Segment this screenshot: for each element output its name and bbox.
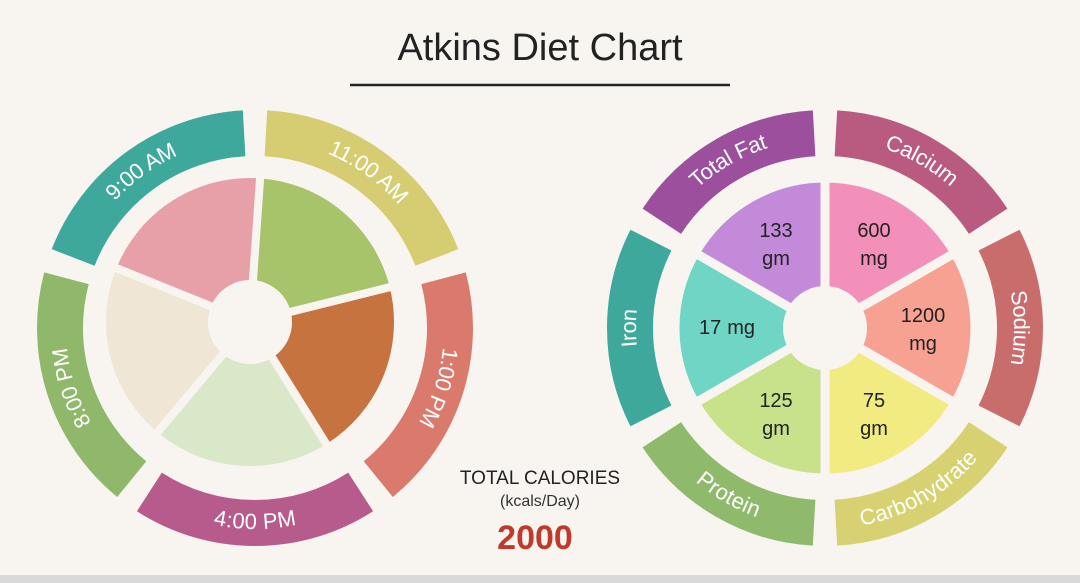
nutrient-amount: 600 mg [857,220,890,270]
meal-time-segment [136,472,374,546]
amount-unit: mg [909,333,937,355]
amount-number: 133 [759,220,792,242]
nutrient-name-segment [642,110,816,235]
meal-time-segment [264,110,459,267]
amount-unit: mg [860,248,888,270]
calories-label: TOTAL CALORIES [460,468,620,489]
amount-number: 17 [699,317,721,339]
amount-number: 125 [759,390,792,412]
meal-time-label: 4:00 PM [212,505,297,534]
nutrient-name-label: Sodium [1006,289,1034,368]
meal-time-segment [37,272,147,497]
nutrient-name-segment [834,421,1008,546]
nutrient-name-label-path: Sodium [1006,289,1034,368]
nutrient-name-label-path: Iron [616,308,642,348]
nutrient-amount: 133 gm [759,220,792,270]
nutrient-name-segment [642,421,816,546]
bottom-strip [0,575,1080,583]
title: Atkins Diet Chart [397,27,683,69]
nutrient-amount: 75 gm [860,390,888,440]
meal-time-segment [51,110,246,267]
meal-time-segment [363,272,473,497]
meal-time-label-path: 4:00 PM [212,505,297,534]
amount-unit: gm [860,418,888,440]
amount-number: 600 [857,220,890,242]
nutrient-slice [688,173,830,336]
nutrient-name-label: Iron [616,308,642,348]
nutrient-amount: 1200 mg [901,305,946,355]
food-photo [149,315,334,474]
amount-unit: gm [762,418,790,440]
nutrient-name-segment [978,229,1043,427]
amount-unit: mg [727,317,755,339]
center-hole [783,286,867,370]
amount-unit: gm [762,248,790,270]
nutrient-name-segment [834,110,1008,235]
calories-unit: (kcals/Day) [500,493,580,510]
amount-number: 75 [863,390,885,412]
nutrient-slice [688,320,830,483]
nutrient-amount: 17 mg [699,317,755,339]
nutrient-slice [815,246,980,410]
nutrient-slice [670,246,835,410]
calories-value: 2000 [497,519,573,557]
nutrient-slice [820,173,962,336]
nutrient-amount: 125 gm [759,390,792,440]
amount-number: 1200 [901,305,946,327]
food-photo [107,170,265,328]
food-photo [245,170,399,328]
center-hole [208,280,292,364]
nutrient-slice [820,320,962,483]
nutrient-name-segment [607,229,672,427]
